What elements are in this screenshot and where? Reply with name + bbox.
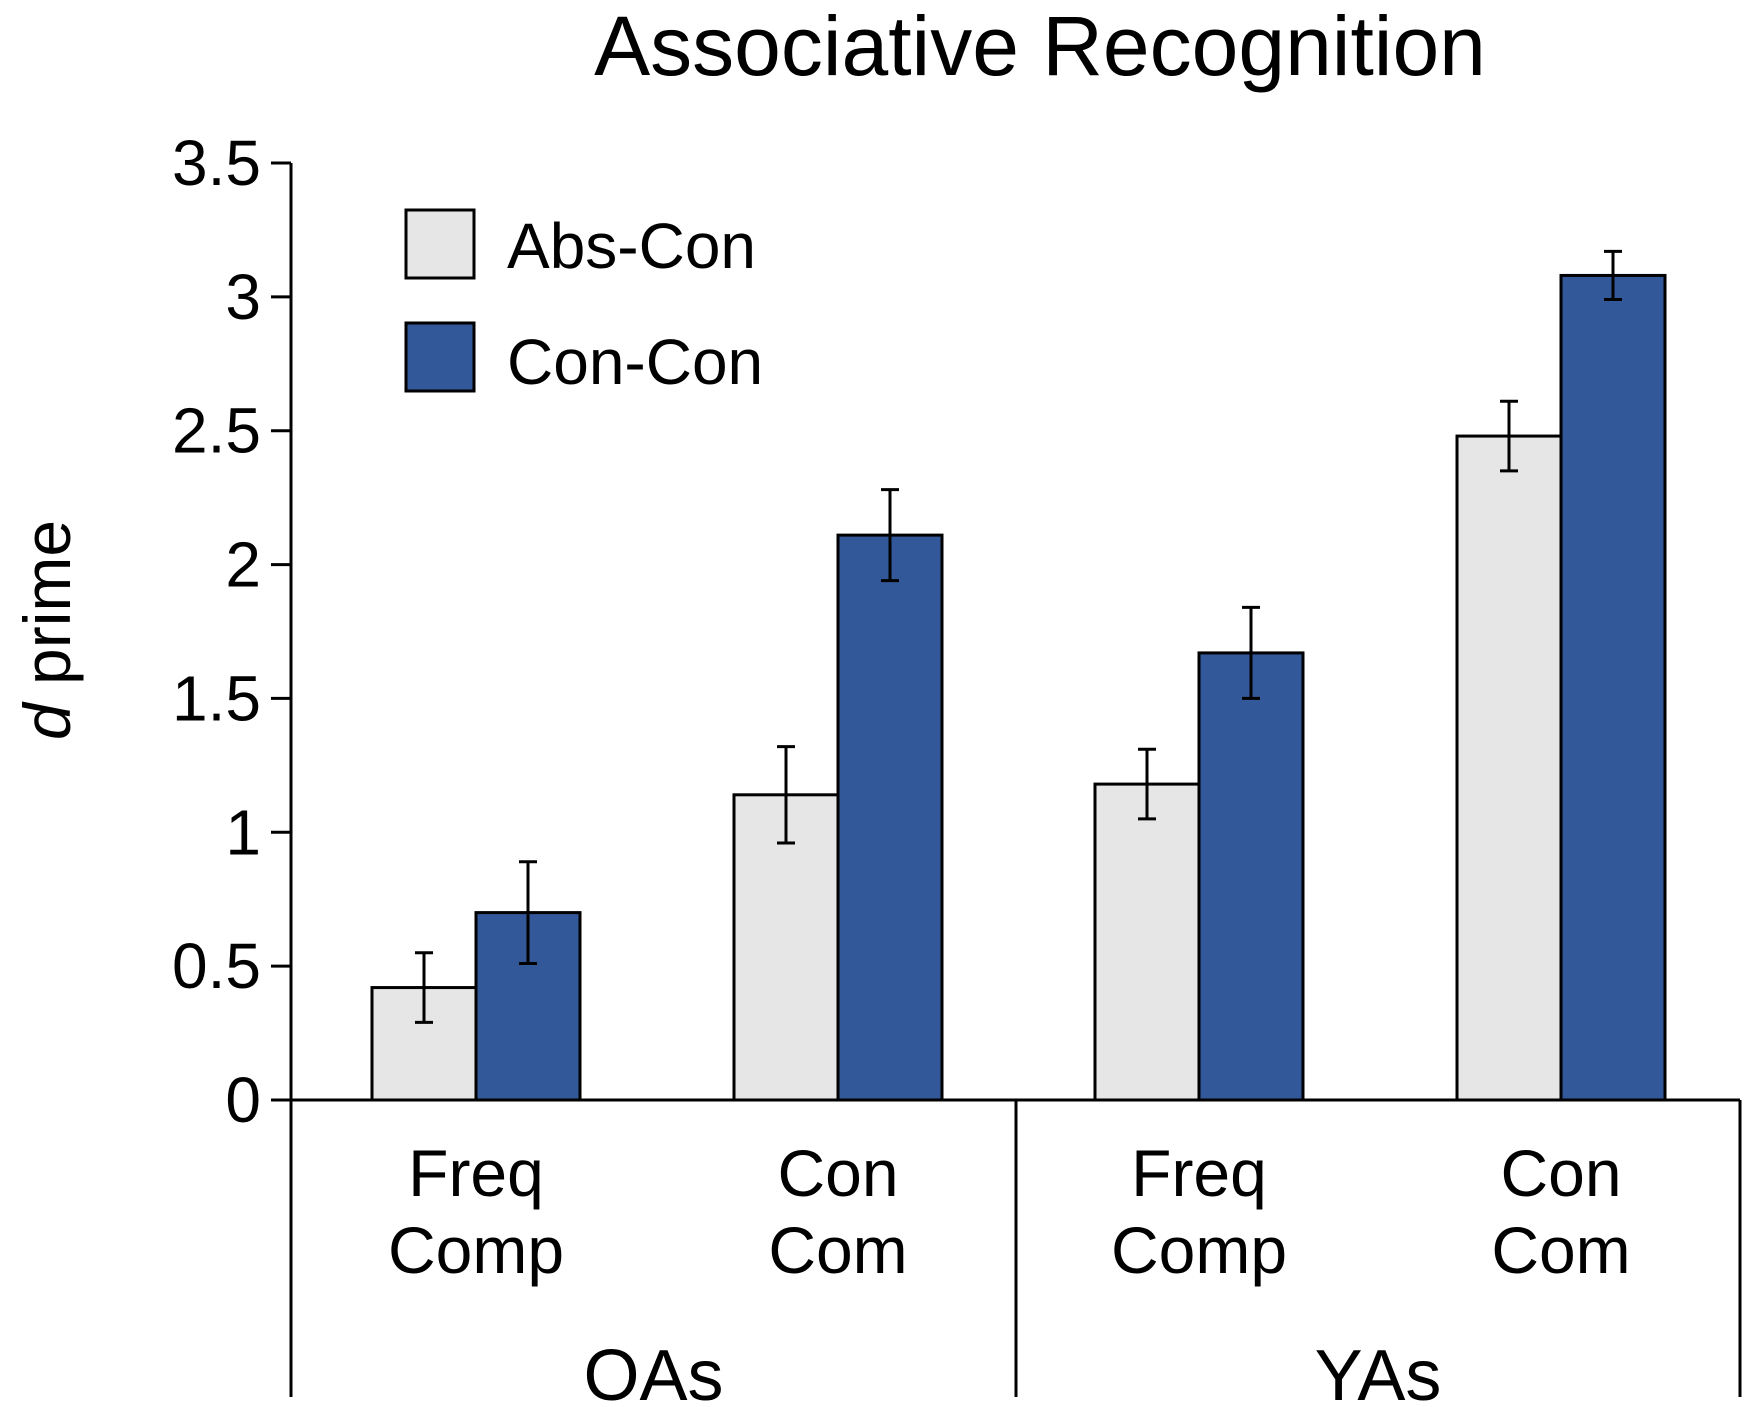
legend-swatch-abs-con — [404, 208, 476, 280]
x-category-label-line2: Comp — [388, 1213, 564, 1287]
x-category-label-line1: Con — [1500, 1136, 1621, 1210]
bar-con-con-oas-con-com — [836, 533, 944, 1102]
x-category-label-line1: Freq — [1131, 1136, 1267, 1210]
bar-abs-con-yas-con-com — [1455, 434, 1563, 1102]
x-category-label-line2: Com — [768, 1213, 907, 1287]
x-category-label-line1: Con — [777, 1136, 898, 1210]
y-tick-label: 0 — [225, 1064, 261, 1136]
y-axis-label-rest: prime — [10, 520, 84, 703]
y-tick-label: 1.5 — [172, 662, 261, 734]
x-group-label-yas: YAs — [1315, 1336, 1442, 1407]
legend-label-abs-con: Abs-Con — [507, 210, 756, 282]
chart-title: Associative Recognition — [594, 0, 1486, 93]
legend-label-con-con: Con-Con — [507, 326, 763, 398]
y-tick-label: 3 — [225, 261, 261, 333]
bar-abs-con-yas-freq-comp — [1093, 782, 1201, 1102]
x-group-label-oas: OAs — [583, 1336, 723, 1407]
bars — [370, 249, 1667, 1102]
y-axis-label: d prime — [10, 520, 84, 740]
x-category-label-line2: Comp — [1111, 1213, 1287, 1287]
bar-con-con-yas-freq-comp — [1197, 651, 1305, 1102]
y-tick-label: 3.5 — [172, 127, 261, 199]
bar-abs-con-oas-con-com — [732, 793, 840, 1102]
x-category-label-line1: Freq — [408, 1136, 544, 1210]
y-tick-label: 2 — [225, 529, 261, 601]
bar-con-con-yas-con-com — [1559, 273, 1667, 1102]
y-tick-label: 2.5 — [172, 395, 261, 467]
y-axis: 0 0.5 1 1.5 2 2.5 3 3.5 — [172, 127, 293, 1136]
y-tick-label: 0.5 — [172, 930, 261, 1002]
legend-swatch-con-con — [404, 321, 476, 393]
legend: Abs-Con Con-Con — [404, 208, 763, 398]
y-axis-label-italic: d — [10, 701, 84, 740]
x-category-label-line2: Com — [1491, 1213, 1630, 1287]
y-tick-label: 1 — [225, 796, 261, 868]
